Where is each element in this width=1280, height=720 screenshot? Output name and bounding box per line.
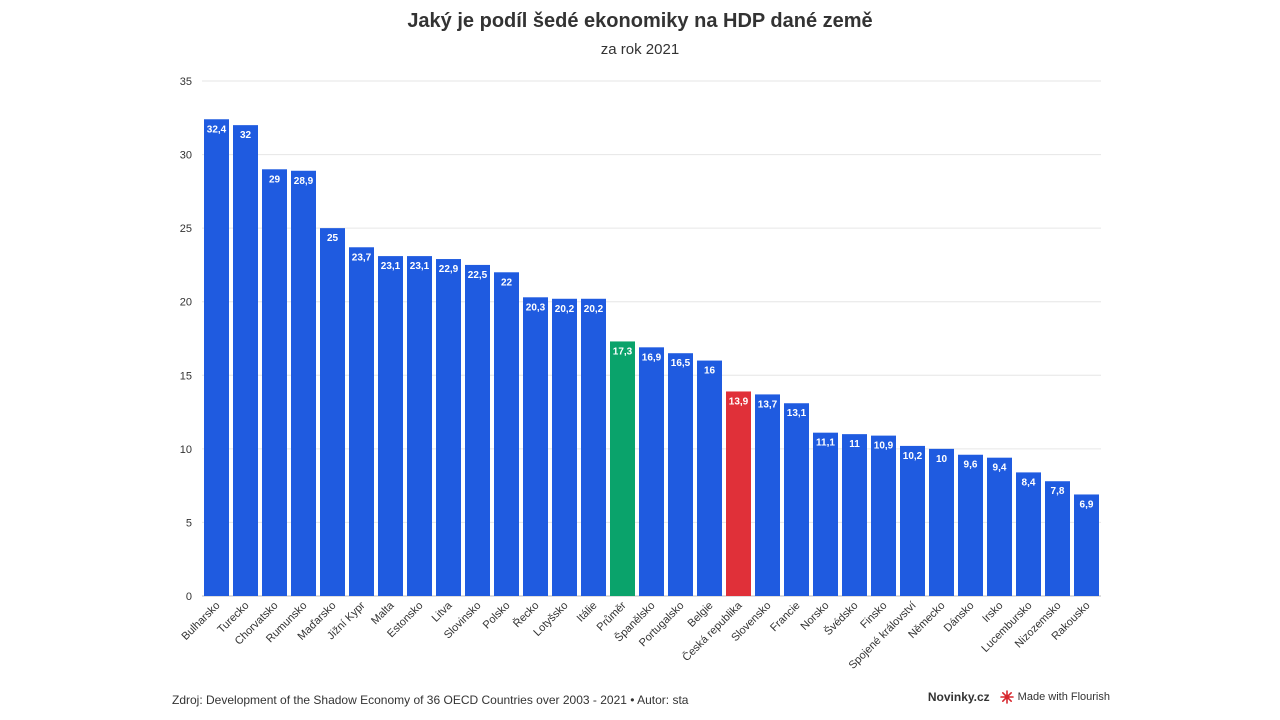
bar: [552, 298, 577, 596]
y-tick-label: 30: [180, 150, 192, 162]
bar: [929, 448, 954, 596]
data-label: 10,9: [874, 441, 894, 452]
x-tick-label: Litva: [430, 599, 456, 625]
bar: [581, 298, 606, 596]
bar: [900, 445, 925, 596]
x-tick-label: Dánsko: [942, 600, 977, 635]
data-label: 20,2: [555, 304, 575, 315]
data-label: 17,3: [613, 346, 633, 357]
bar: [726, 391, 751, 596]
data-label: 6,9: [1080, 499, 1094, 510]
bar: [233, 125, 258, 597]
bar: [755, 394, 780, 596]
bar: [407, 256, 432, 596]
bar: [523, 297, 548, 596]
chart-title: Jaký je podíl šedé ekonomiky na HDP dané…: [407, 10, 873, 32]
x-tick-label: Bulharsko: [180, 600, 223, 643]
data-label: 28,9: [294, 176, 314, 187]
bar: [1074, 494, 1099, 596]
data-label: 23,7: [352, 252, 372, 263]
chart-subtitle: za rok 2021: [600, 41, 680, 58]
data-label: 13,7: [758, 399, 778, 410]
data-label: 8,4: [1022, 477, 1036, 488]
data-label: 13,9: [729, 396, 749, 407]
x-tick-label: Itálie: [575, 600, 600, 625]
made-with-flourish-link[interactable]: Made with Flourish: [999, 690, 1110, 704]
data-label: 11,1: [816, 438, 835, 449]
bar: [958, 454, 983, 596]
bar: [813, 432, 838, 596]
data-label: 23,1: [410, 261, 430, 272]
y-tick-label: 10: [180, 444, 192, 456]
data-label: 22,9: [439, 264, 459, 275]
y-tick-label: 20: [180, 297, 192, 309]
data-label: 13,1: [787, 408, 807, 419]
data-label: 22: [501, 277, 513, 288]
y-tick-label: 15: [180, 370, 192, 382]
flourish-icon: [999, 690, 1014, 704]
bar: [697, 360, 722, 596]
bar: [784, 403, 809, 596]
source-note: Zdroj: Development of the Shadow Economy…: [172, 693, 689, 707]
y-tick-label: 25: [180, 223, 192, 235]
data-label: 20,3: [526, 302, 546, 313]
bar: [639, 347, 664, 596]
data-label: 16,5: [671, 358, 691, 369]
data-label: 32: [240, 130, 252, 141]
y-tick-label: 35: [180, 76, 192, 88]
x-tick-label: Francie: [768, 600, 802, 634]
bar: [842, 434, 867, 596]
bar: [668, 353, 693, 596]
bar: [1045, 481, 1070, 596]
bar: [320, 228, 345, 596]
x-tick-label: Polsko: [481, 600, 513, 632]
bar: [378, 256, 403, 596]
data-label: 23,1: [381, 261, 401, 272]
data-label: 10: [936, 454, 948, 465]
y-tick-label: 5: [186, 517, 192, 529]
data-label: 16: [704, 366, 716, 377]
made-with-flourish-label: Made with Flourish: [1017, 691, 1110, 703]
data-label: 9,6: [964, 460, 978, 471]
data-label: 10,2: [903, 451, 923, 462]
footer-branding: Novinky.cz Made with Flourish: [928, 690, 1110, 704]
bar: [291, 170, 316, 596]
bar: [610, 341, 635, 596]
bar: [494, 272, 519, 596]
bar: [1016, 472, 1041, 596]
data-label: 25: [327, 233, 339, 244]
x-tick-label: Irsko: [980, 600, 1005, 625]
data-label: 20,2: [584, 304, 604, 315]
bar: [262, 169, 287, 597]
bar: [204, 119, 229, 596]
data-label: 22,5: [468, 270, 488, 281]
data-label: 32,4: [207, 124, 227, 135]
bar: [871, 435, 896, 596]
bar: [987, 457, 1012, 596]
bar: [349, 247, 374, 596]
data-label: 11: [849, 439, 860, 450]
data-label: 7,8: [1051, 486, 1065, 497]
brand-logo[interactable]: Novinky.cz: [927, 690, 990, 704]
bar: [436, 259, 461, 596]
data-label: 9,4: [993, 463, 1007, 474]
bar: [465, 264, 490, 596]
data-label: 16,9: [642, 352, 662, 363]
y-tick-label: 0: [186, 591, 192, 603]
data-label: 29: [269, 174, 281, 185]
